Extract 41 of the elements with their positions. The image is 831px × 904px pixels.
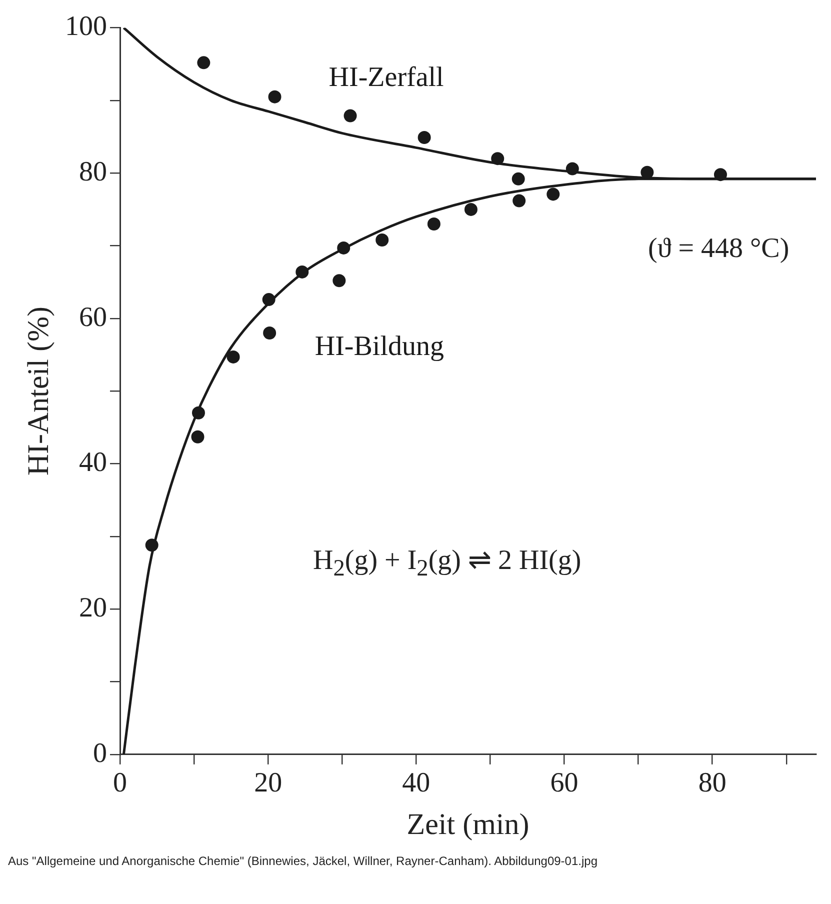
point <box>512 194 526 208</box>
y-axis-title: HI-Anteil (%) <box>22 306 55 476</box>
x-tick-label: 80 <box>698 768 726 799</box>
point <box>376 233 389 246</box>
point <box>191 430 204 444</box>
annotation: H$_{2}$(g) + I$_{2}$(g) ⇌ 2 HI(g) <box>313 544 582 583</box>
point <box>262 293 276 306</box>
point <box>197 56 210 70</box>
y-tick-label: 20 <box>79 592 107 624</box>
point <box>714 168 727 182</box>
point <box>145 538 158 552</box>
point <box>344 109 357 122</box>
point <box>566 162 579 176</box>
point <box>337 241 350 254</box>
point <box>418 131 431 144</box>
x-axis-title: Zeit (min) <box>406 808 530 841</box>
series-label: HI-Bildung <box>314 330 444 362</box>
point <box>263 326 276 340</box>
annotation: (ϑ = 448 °C) <box>648 233 790 265</box>
y-tick-label: 0 <box>93 738 107 769</box>
point <box>226 350 240 364</box>
y-tick-label: 60 <box>79 302 107 333</box>
point <box>268 90 282 104</box>
y-tick-label: 40 <box>79 447 107 478</box>
point <box>512 172 525 186</box>
x-tick-label: 0 <box>113 768 127 799</box>
point <box>192 406 205 420</box>
series-label: HI-Zerfall <box>328 62 444 94</box>
point <box>464 202 478 216</box>
x-tick-label: 60 <box>550 768 578 799</box>
point <box>296 265 309 278</box>
text: Aus "Allgemeine und Anorganische Chemie" (Binnewies, Jäckel, Willner, Rayner-Canham). Abbildung09-01.jpg <box>8 854 598 868</box>
point <box>640 166 654 179</box>
point <box>427 217 440 230</box>
x-tick-label: 20 <box>254 768 282 799</box>
point <box>332 274 346 288</box>
y-tick-label: 80 <box>79 156 107 188</box>
point <box>491 152 504 166</box>
y-tick-label: 100 <box>65 11 107 42</box>
point <box>546 188 560 201</box>
x-tick-label: 40 <box>402 768 430 799</box>
